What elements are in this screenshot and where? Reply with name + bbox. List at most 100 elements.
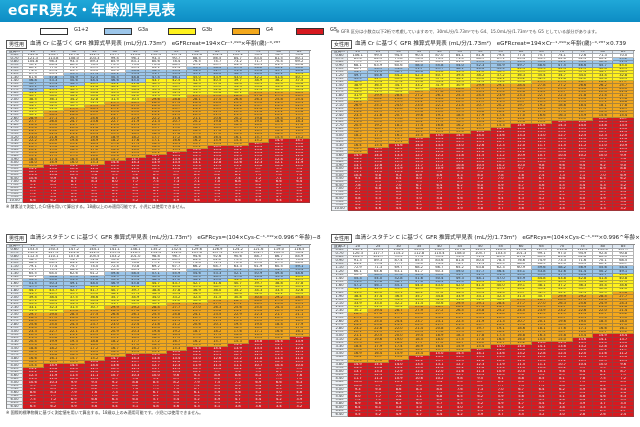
egfr-cell: 22.1 (429, 104, 451, 108)
egfr-cell: 15.3 (207, 142, 228, 146)
egfr-cell: 6.3 (388, 402, 410, 407)
egfr-cell: 21.8 (146, 323, 167, 327)
egfr-cell: 31.9 (429, 84, 451, 88)
egfr-cell: 21.1 (64, 333, 85, 337)
egfr-cell: 77.4 (43, 265, 64, 269)
egfr-cell: 29.6 (43, 110, 64, 115)
egfr-cell: 4.7 (511, 402, 532, 407)
egfr-cell: 44.2 (388, 74, 410, 78)
egfr-cell: 35.4 (531, 287, 553, 292)
egfr-cell: 79.1 (23, 265, 44, 269)
egfr-cell: 30.8 (228, 296, 249, 300)
table-row: 1.50 38.9 36.5 34.7 33.2 31.9 30.9 29.9 29.1 28.4… (332, 84, 635, 88)
egfr-cell: 47.9 (552, 273, 573, 278)
egfr-cell: 3.4 (552, 409, 573, 414)
egfr-cell: 26.3 (207, 306, 228, 310)
egfr-cell: 36.1 (43, 98, 64, 102)
egfr-cell: 7.0 (490, 177, 512, 181)
egfr-cell: 28.9 (23, 117, 44, 121)
egfr-cell: 8.9 (228, 170, 249, 175)
egfr-cell: 30.1 (228, 92, 249, 96)
row-label: 2.50 (332, 316, 348, 321)
egfr-cell: 21.0 (552, 97, 573, 101)
egfr-cell: 15.0 (490, 345, 512, 349)
egfr-cell: 59.9 (187, 66, 208, 70)
row-label: 3.60 (332, 154, 348, 158)
egfr-cell: 29.5 (511, 298, 532, 303)
egfr-cell: 10.4 (552, 154, 573, 158)
egfr-cell: 5.5 (348, 200, 369, 205)
egfr-cell: 39.4 (23, 296, 44, 300)
egfr-cell: 46.1 (43, 85, 64, 89)
egfr-cell: 32.8 (125, 299, 146, 303)
egfr-cell: 14.4 (269, 340, 290, 344)
egfr-cell: 12.7 (490, 140, 512, 145)
row-label: 3.80 (7, 155, 23, 159)
table-row: 1.50 55.5 54.2 53.0 51.8 50.6 49.4 48.3 47.2 46.1… (7, 279, 311, 283)
egfr-cell: 19.6 (23, 343, 44, 348)
egfr-cell: 30.4 (166, 95, 187, 99)
egfr-cell: 13.1 (470, 140, 491, 145)
egfr-cell: 8.0 (470, 384, 491, 389)
table-row: 4.20 14.2 13.8 13.4 12.9 12.5 12.1 11.7 11.3 10.9… (7, 367, 311, 372)
egfr-cell: 7.0 (125, 391, 146, 395)
egfr-cell: 5.6 (388, 194, 410, 198)
egfr-cell: 11.2 (552, 359, 573, 364)
egfr-cell: 7.3 (470, 388, 491, 392)
egfr-cell: 3.8 (470, 207, 491, 211)
egfr-cell: 6.7 (511, 388, 532, 392)
egfr-cell: 144.1 (84, 248, 105, 252)
egfr-cell: 77.4 (511, 54, 532, 58)
egfr-cell: 20.2 (166, 326, 187, 331)
egfr-cell: 29.9 (450, 302, 471, 306)
egfr-cell: 22.5 (409, 323, 430, 328)
egfr-cell: 12.4 (511, 140, 532, 145)
egfr-cell: 12.1 (125, 367, 146, 372)
egfr-cell: 21.2 (166, 323, 187, 327)
egfr-cell: 23.0 (409, 104, 430, 108)
egfr-cell: 25.7 (429, 312, 451, 317)
row-label: 4.20 (7, 367, 23, 372)
egfr-cell: 13.7 (613, 338, 634, 342)
table-row: 2.10 36.5 34.2 32.5 31.1 29.9 28.9 28.0 27.3 26.6… (7, 101, 311, 105)
egfr-cell: 15.0 (409, 137, 430, 141)
egfr-cell: 34.7 (552, 74, 573, 78)
egfr-cell: 19.1 (289, 117, 310, 121)
table-row: 3.00 18.2 17.1 16.2 15.5 15.0 14.5 14.0 13.6 13.3… (332, 134, 635, 138)
egfr-cell: 112.4 (572, 248, 594, 253)
egfr-cell: 60.3 (348, 273, 369, 278)
egfr-cell: 31.8 (552, 77, 573, 81)
egfr-cell: 21.4 (593, 94, 614, 98)
egfr-cell: 55.9 (166, 272, 187, 276)
egfr-cell: 12.8 (269, 155, 290, 159)
egfr-cell: 104.8 (23, 60, 44, 64)
egfr-cell: 44.6 (84, 285, 105, 290)
egfr-cell: 4.8 (248, 394, 269, 399)
egfr-cell: 26.1 (470, 90, 491, 95)
egfr-cell: 5.4 (105, 405, 126, 409)
egfr-cell: 10.3 (84, 377, 105, 382)
egfr-cell: 105.7 (470, 252, 491, 256)
egfr-cell: 97.0 (552, 252, 573, 256)
egfr-cell: 7.0 (593, 174, 614, 178)
egfr-cell: 12.1 (289, 350, 310, 354)
egfr-cell: 46.0 (248, 73, 269, 77)
egfr-cell: 23.5 (207, 313, 228, 317)
table-row: 1.00 82.1 77.0 73.1 69.9 67.3 65.1 63.1 61.4 59.9… (7, 66, 311, 70)
egfr-cell: 11.2 (125, 371, 146, 375)
egfr-cell: 5.4 (248, 189, 269, 194)
egfr-cell: 89.6 (348, 57, 369, 61)
egfr-cell: 23.7 (248, 104, 269, 108)
table-row: 3.50 18.8 18.2 17.7 17.2 16.7 16.2 15.7 15.3 14.8… (7, 347, 311, 351)
egfr-cell: 5.7 (146, 398, 167, 402)
egfr-cell: 23.9 (125, 114, 146, 118)
egfr-cell: 12.6 (450, 147, 471, 151)
egfr-cell: 8.3 (368, 391, 389, 396)
egfr-cell: 4.6 (228, 199, 249, 203)
table-row: 4.20 12.7 12.3 11.8 11.5 11.1 10.7 10.3 10.0 9.6 9… (332, 373, 635, 378)
egfr-cell: 47.2 (348, 284, 369, 288)
egfr-cell: 21.7 (228, 316, 249, 320)
egfr-cell: 5.0 (207, 196, 228, 200)
egfr-cell: 7.4 (23, 193, 44, 197)
egfr-cell: 8.0 (105, 180, 126, 184)
